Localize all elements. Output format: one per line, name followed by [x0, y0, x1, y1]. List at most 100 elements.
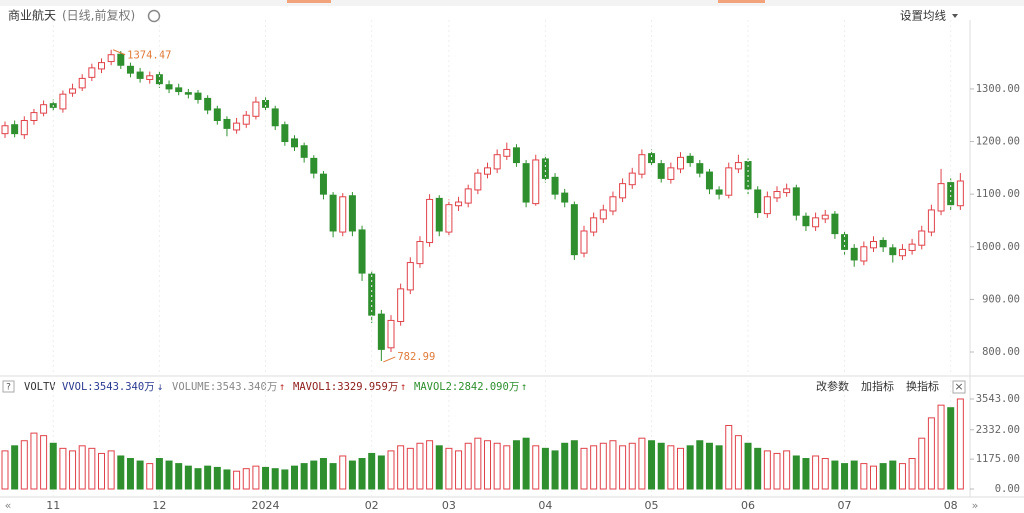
- close-panel[interactable]: ×: [954, 380, 963, 393]
- nav-prev[interactable]: «: [5, 499, 12, 512]
- y-tick-label: 3543.00: [976, 393, 1020, 405]
- candle-body: [551, 176, 559, 195]
- candle-body: [860, 246, 868, 262]
- candle-body: [310, 157, 318, 174]
- volume-bar: [319, 458, 327, 490]
- candle-body: [619, 183, 627, 199]
- close-box[interactable]: [952, 380, 966, 394]
- candle-body: [69, 88, 77, 94]
- candle-body: [677, 156, 684, 170]
- volume-bar: [165, 460, 173, 490]
- stock-subtitle: (日线,前复权): [62, 8, 135, 23]
- volume-bar: [667, 445, 675, 490]
- candle-body: [136, 71, 144, 79]
- volume-bar: [783, 450, 791, 490]
- volume-bar: [744, 442, 752, 490]
- ma-setting[interactable]: 设置均线: [900, 9, 946, 23]
- dropdown-arrow[interactable]: [952, 14, 958, 18]
- candle-body: [783, 188, 791, 194]
- nav-next[interactable]: »: [972, 499, 979, 512]
- volume-bar: [1, 450, 9, 490]
- volume-bar: [252, 465, 260, 490]
- y-tick-label: 1200.00: [976, 136, 1020, 148]
- mavol2: MAVOL2:2842.090万: [414, 381, 519, 393]
- y-tick-label: 2332.00: [976, 424, 1020, 436]
- candle-body: [271, 108, 279, 127]
- vvol-arrow: ↓: [157, 381, 163, 393]
- y-tick-label: 900.00: [982, 293, 1020, 305]
- help-box[interactable]: [2, 380, 15, 393]
- mavol2-arrow: ↑: [521, 381, 527, 393]
- action-button[interactable]: 换指标: [906, 379, 939, 393]
- candle-body: [387, 319, 395, 349]
- x-tick-label: 05: [645, 499, 659, 512]
- candle-body: [426, 198, 434, 244]
- candle-body: [484, 167, 491, 175]
- candle-body: [792, 187, 800, 216]
- volume-bar: [184, 465, 192, 490]
- vvol: VVOL:3543.340万: [62, 381, 155, 393]
- volume-bar: [175, 463, 183, 490]
- volume: VOLUME:3543.340万: [172, 381, 277, 393]
- volume-bar: [397, 445, 405, 490]
- candle-body: [406, 262, 414, 291]
- stock-title: 商业航天: [8, 8, 56, 23]
- candle-body: [956, 180, 964, 207]
- action-button[interactable]: 加指标: [861, 379, 894, 393]
- candle-body: [908, 243, 916, 251]
- candle-body: [223, 118, 231, 129]
- volume-bar: [512, 440, 520, 490]
- action-button[interactable]: 改参数: [816, 379, 849, 393]
- candle-body: [734, 162, 742, 170]
- candle-body: [377, 313, 385, 350]
- volume-bar: [213, 466, 221, 490]
- candle-body: [358, 229, 366, 274]
- volume-bar: [850, 460, 858, 490]
- x-tick-label: 03: [442, 499, 456, 512]
- volume-bar: [339, 455, 347, 490]
- mavol1: MAVOL1:3329.959万: [293, 381, 398, 393]
- volume-bar: [445, 447, 453, 490]
- volume-bar: [802, 458, 810, 490]
- candle-body: [947, 182, 955, 206]
- candle-body: [184, 92, 192, 95]
- volume-bar: [291, 465, 298, 490]
- volume-bar: [281, 469, 289, 490]
- volume-bar: [773, 452, 781, 490]
- candle-body: [455, 201, 463, 207]
- volume-bar: [368, 452, 376, 490]
- low-annotation: 782.99: [397, 351, 435, 363]
- volume-bar: [879, 463, 887, 490]
- volume-bar: [686, 445, 694, 490]
- help[interactable]: ?: [6, 383, 11, 393]
- volume-bar: [30, 432, 38, 490]
- volume-bar: [580, 447, 588, 490]
- volume-bar: [88, 447, 96, 490]
- volume-bar: [551, 450, 559, 490]
- x-tick-label: 2024: [252, 499, 280, 512]
- volume-bar: [763, 450, 771, 490]
- candle-body: [628, 172, 636, 186]
- candle-body: [252, 101, 260, 117]
- volume-bar: [590, 445, 598, 490]
- volume-bar: [638, 437, 646, 490]
- volume-bar: [78, 445, 86, 490]
- settings-icon[interactable]: [147, 9, 161, 23]
- candle-body: [416, 241, 424, 265]
- candle-body: [870, 241, 877, 249]
- volume-bar: [609, 440, 617, 490]
- x-tick-label: 11: [46, 499, 60, 512]
- candle-body: [667, 167, 675, 180]
- candle-body: [126, 65, 134, 74]
- candle-body: [233, 122, 241, 131]
- volume-bar: [561, 442, 569, 490]
- candle-body: [78, 77, 86, 89]
- volume-bar: [725, 424, 733, 490]
- candle-body: [445, 204, 453, 233]
- candle-body: [918, 230, 926, 246]
- tab-active: [287, 0, 331, 3]
- x-tick-label: 04: [538, 499, 552, 512]
- volume-bar: [194, 468, 202, 490]
- candle-body: [474, 172, 482, 191]
